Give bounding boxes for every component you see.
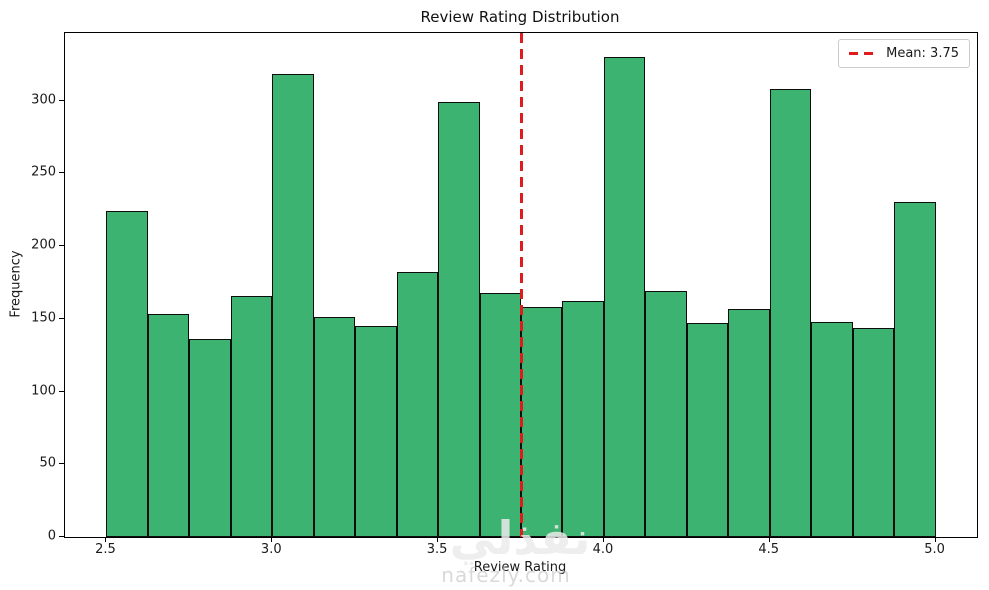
y-tick-mark [59, 172, 64, 174]
y-tick-mark [59, 536, 64, 537]
y-tick-mark [59, 99, 64, 101]
histogram-bar [645, 291, 687, 537]
y-tick-mark [59, 245, 64, 247]
x-tick-mark [437, 537, 439, 542]
plot-area: Mean: 3.75 [64, 32, 978, 538]
x-tick-label: 3.0 [260, 542, 282, 557]
y-tick-label: 200 [31, 237, 56, 253]
y-tick-label: 250 [31, 164, 56, 180]
x-tick-mark [934, 537, 936, 542]
y-tick-label: 300 [31, 92, 56, 108]
x-tick-mark [105, 537, 107, 542]
legend-label: Mean: 3.75 [886, 46, 959, 61]
histogram-bar [811, 321, 853, 537]
histogram-bar [521, 307, 563, 537]
histogram-bar [272, 74, 314, 537]
x-tick-label: 4.5 [758, 542, 780, 557]
x-tick-mark [768, 537, 770, 542]
x-tick-label: 3.5 [426, 542, 448, 557]
legend: Mean: 3.75 [838, 39, 970, 68]
x-tick-label: 5.0 [924, 542, 945, 557]
y-tick-label: 0 [47, 528, 56, 544]
y-tick-label: 100 [31, 383, 56, 399]
y-tick-label: 150 [31, 310, 56, 326]
red-dashed-line-icon [849, 52, 878, 55]
histogram-bar [106, 211, 148, 537]
x-tick-label: 2.5 [95, 542, 116, 557]
histogram-bar [396, 272, 439, 537]
histogram-bar [769, 89, 812, 537]
x-axis-label: Review Rating [473, 560, 567, 575]
histogram-bar [189, 339, 231, 537]
x-tick-label: 4.0 [592, 542, 614, 557]
histogram-bar [686, 323, 729, 537]
histogram-bar [894, 202, 936, 537]
histogram-bar [230, 295, 273, 537]
y-axis-label: Frequency [8, 250, 24, 318]
mean-line [519, 33, 523, 537]
y-tick-mark [59, 390, 64, 392]
histogram-bar [728, 308, 770, 537]
y-tick-label: 50 [39, 455, 56, 471]
x-tick-mark [602, 537, 604, 542]
histogram-bar [355, 326, 397, 537]
histogram-bar [147, 314, 190, 537]
y-tick-mark [59, 317, 64, 319]
y-tick-mark [59, 463, 64, 465]
histogram-bar [562, 301, 604, 537]
histogram-bar [438, 102, 480, 537]
x-tick-mark [271, 537, 273, 542]
chart-title: Review Rating Distribution [420, 8, 620, 26]
histogram-bar [852, 327, 895, 537]
histogram-bar [313, 317, 356, 537]
histogram-bar [479, 292, 521, 537]
histogram-bar [603, 57, 646, 537]
